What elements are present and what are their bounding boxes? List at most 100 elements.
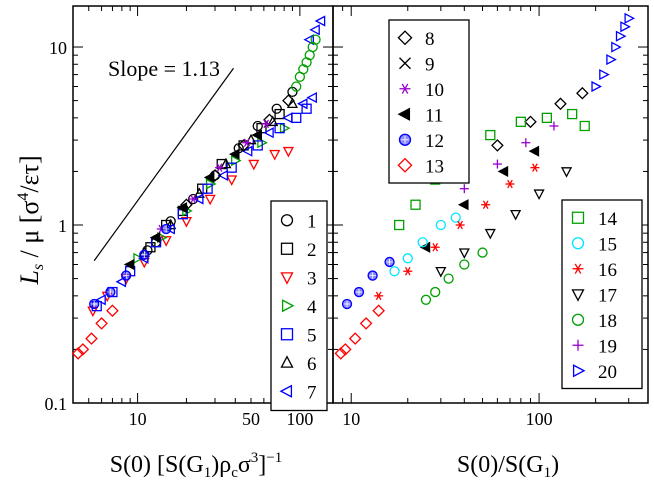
- data-point-series-11: [457, 199, 469, 211]
- data-point-series-7: [192, 193, 204, 205]
- legend-label-9: 9: [425, 54, 435, 75]
- data-point-series-1: [252, 120, 263, 132]
- legend-marker-15: [571, 237, 585, 250]
- x-axis-label-right: S(0)/S(G1): [457, 452, 559, 481]
- data-point-series-12: [105, 286, 116, 298]
- legend-marker-2: [280, 242, 294, 255]
- data-point-series-20: [606, 54, 617, 66]
- legend-marker-8: [397, 30, 413, 46]
- data-point-series-7: [314, 15, 326, 27]
- data-point-series-5: [274, 123, 285, 134]
- data-point-series-8: [576, 86, 589, 100]
- data-point-series-13: [359, 317, 373, 330]
- data-point-series-11: [528, 145, 540, 157]
- data-point-series-17: [560, 167, 573, 178]
- data-point-series-5: [202, 183, 213, 194]
- data-point-series-15: [402, 253, 413, 264]
- data-point-series-6: [267, 115, 279, 127]
- data-point-series-7: [241, 145, 253, 157]
- data-point-series-11: [228, 148, 240, 160]
- data-point-series-14: [579, 120, 590, 132]
- legend-marker-16: [572, 263, 584, 274]
- legend-label-1: 1: [307, 211, 317, 232]
- data-point-series-11: [251, 129, 262, 141]
- x-tick-label: 100: [526, 409, 553, 429]
- data-point-series-7: [306, 91, 317, 104]
- data-point-series-16: [505, 179, 515, 189]
- data-point-series-6: [220, 157, 232, 169]
- data-point-series-18: [420, 294, 432, 305]
- data-point-series-13: [71, 347, 85, 360]
- data-point-series-15: [435, 219, 446, 231]
- legend-marker-14: [571, 211, 585, 224]
- legend-label-16: 16: [598, 260, 617, 281]
- data-point-series-11: [203, 171, 215, 184]
- data-point-series-13: [334, 347, 348, 360]
- data-point-series-8: [554, 97, 567, 111]
- data-point-series-17: [533, 189, 545, 201]
- legend-label-4: 4: [307, 297, 317, 318]
- data-point-series-17: [484, 228, 496, 240]
- data-point-series-17: [510, 209, 522, 221]
- legend-marker-7: [279, 384, 293, 398]
- data-point-series-8: [491, 139, 504, 152]
- data-point-series-13: [76, 343, 90, 356]
- data-point-series-7: [296, 98, 308, 110]
- data-point-series-13: [338, 343, 352, 356]
- legend-label-12: 12: [425, 131, 444, 152]
- data-point-series-18: [477, 247, 488, 258]
- data-point-series-7: [115, 276, 127, 288]
- x-tick-label: 100: [286, 409, 313, 429]
- data-point-series-12: [89, 298, 100, 310]
- data-point-series-15: [417, 237, 428, 248]
- data-point-series-8: [282, 94, 295, 107]
- legend-marker-17: [571, 289, 585, 302]
- data-point-series-8: [524, 115, 537, 129]
- data-point-series-16: [481, 200, 491, 209]
- data-point-series-2: [274, 108, 285, 120]
- data-point-series-16: [403, 266, 413, 276]
- data-point-series-11: [176, 202, 188, 214]
- x-tick-label: 50: [242, 409, 260, 429]
- legend-marker-19: [572, 339, 584, 351]
- legend-label-7: 7: [307, 382, 317, 403]
- data-point-series-18: [291, 81, 302, 92]
- data-point-series-5: [91, 301, 102, 312]
- legend-label-18: 18: [598, 311, 617, 332]
- legend-marker-6: [280, 355, 294, 368]
- data-point-series-13: [85, 332, 98, 345]
- legend-label-10: 10: [425, 80, 444, 101]
- data-point-series-14: [515, 116, 527, 127]
- slope-line: [93, 67, 234, 262]
- data-point-series-11: [419, 241, 431, 253]
- data-point-series-20: [615, 30, 627, 42]
- data-point-series-3: [269, 149, 281, 161]
- data-point-series-19: [521, 138, 531, 148]
- data-point-series-13: [348, 332, 362, 345]
- legend-marker-12: [398, 133, 412, 146]
- data-point-series-19: [492, 159, 502, 169]
- y-tick-label: 10: [49, 38, 67, 58]
- legend-label-2: 2: [307, 240, 317, 261]
- data-point-series-20: [591, 80, 602, 93]
- data-point-series-1: [271, 103, 282, 114]
- data-point-series-11: [123, 258, 135, 271]
- legend-marker-11: [397, 107, 411, 121]
- legend-label-8: 8: [425, 29, 435, 50]
- legend-marker-4: [281, 299, 295, 313]
- data-point-series-7: [303, 34, 314, 46]
- legend-left: [270, 200, 328, 412]
- data-point-series-18: [443, 273, 454, 284]
- legend-label-17: 17: [598, 285, 617, 306]
- data-point-series-12: [161, 223, 172, 235]
- data-point-series-3: [160, 236, 172, 247]
- data-point-series-14: [541, 112, 553, 123]
- legend-label-19: 19: [598, 336, 617, 357]
- legend-marker-10: [399, 83, 411, 94]
- data-point-series-15: [389, 266, 400, 277]
- legend-label-13: 13: [425, 156, 444, 177]
- data-point-series-4: [279, 122, 291, 134]
- legend-right-top: [388, 19, 470, 184]
- data-point-series-18: [459, 259, 470, 270]
